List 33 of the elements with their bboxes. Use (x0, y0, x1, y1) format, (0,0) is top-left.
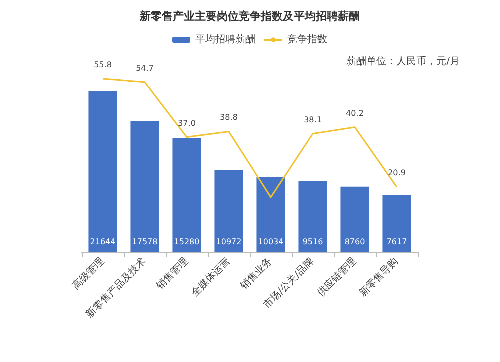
x-tick-label: 新零售导购 (357, 255, 401, 300)
bar (382, 195, 412, 252)
data-label: 7617 (386, 238, 408, 246)
bar (172, 138, 202, 252)
data-label: 8760 (344, 238, 366, 246)
x-tick-label: 销售业务 (237, 255, 275, 293)
data-label: 38.8 (220, 113, 238, 122)
x-tick-label: 供应链管理 (315, 255, 359, 300)
data-label: 15280 (174, 238, 200, 246)
data-label: 10972 (216, 238, 242, 246)
x-tick-label: 高级管理 (70, 255, 107, 292)
data-label: 17578 (132, 238, 158, 246)
data-label: 20.9 (388, 168, 406, 178)
data-label: 55.8 (94, 60, 112, 70)
bar (256, 177, 286, 252)
data-label: 37.0 (178, 118, 196, 128)
bar (298, 181, 328, 252)
data-label: 54.7 (136, 64, 154, 73)
data-label: 9516 (302, 238, 324, 246)
data-label: 10034 (258, 238, 284, 246)
data-label: 40.2 (346, 108, 364, 118)
bar (130, 121, 160, 252)
bar (214, 170, 244, 252)
legend-label: 平均招聘薪酬 (196, 34, 256, 46)
bar (88, 90, 118, 252)
chart-title: 新零售产业主要岗位竞争指数及平均招聘薪酬 (139, 10, 360, 23)
bar (340, 186, 370, 252)
x-tick-label: 全媒体运营 (189, 255, 233, 300)
data-label: 38.1 (304, 115, 322, 124)
text: 薪酬单位：人民币，元/月 (346, 56, 460, 68)
data-label: 21644 (90, 238, 116, 246)
x-tick-label: 销售管理 (153, 255, 191, 293)
legend-label: 竞争指数 (288, 34, 328, 46)
